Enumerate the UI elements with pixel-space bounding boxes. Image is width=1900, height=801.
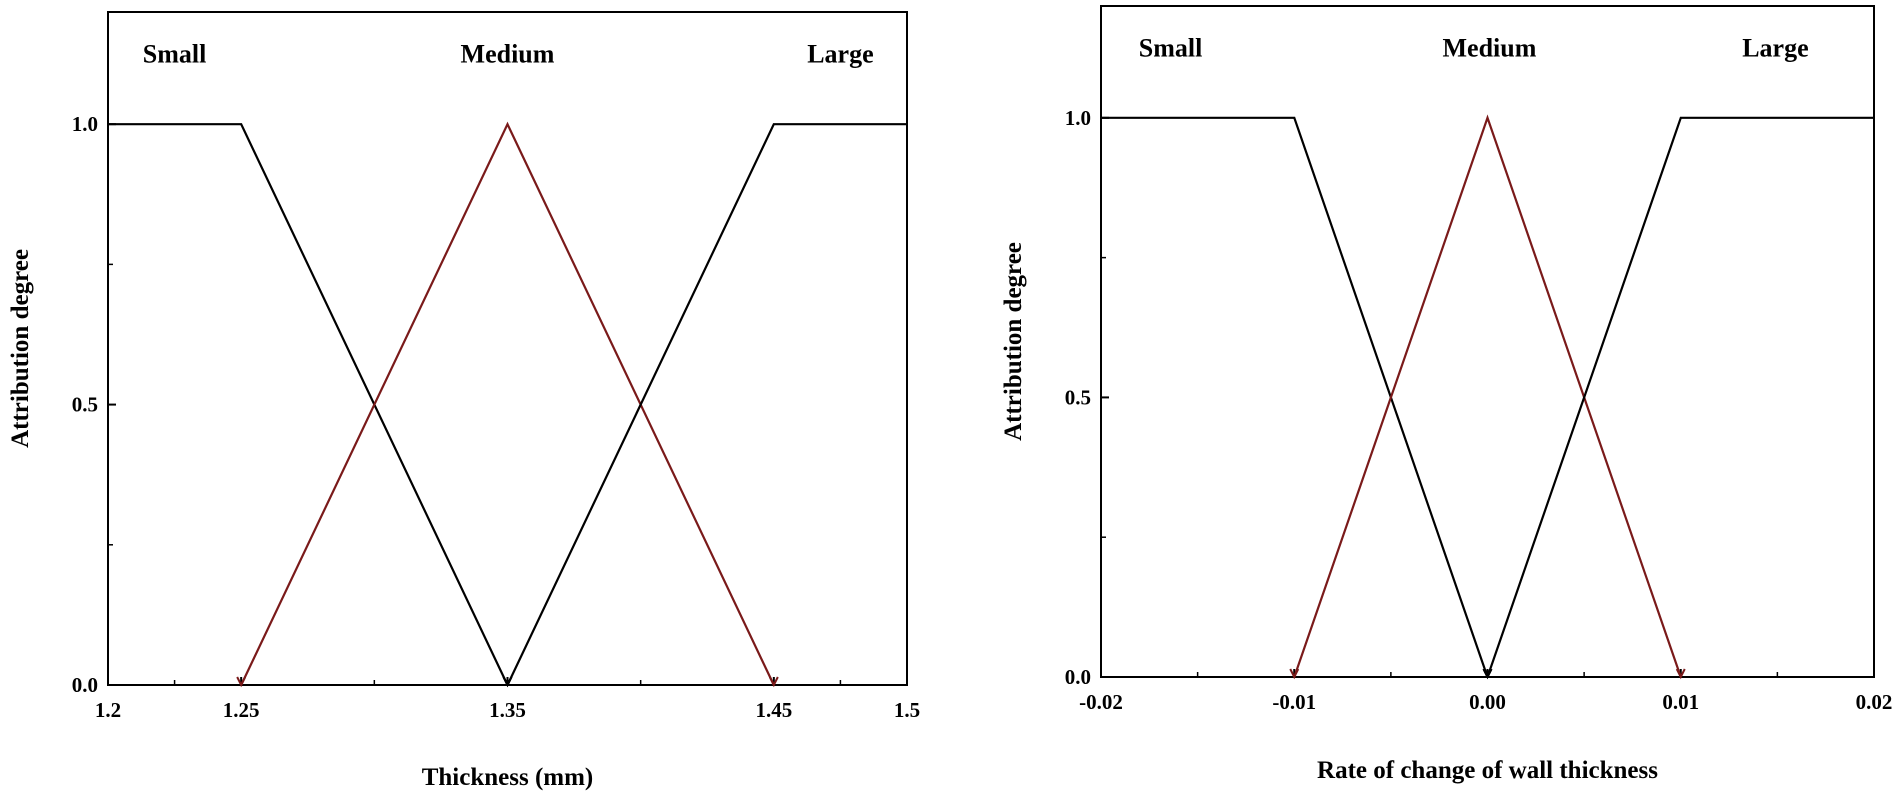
set-label-medium: Medium xyxy=(461,39,555,68)
series-large-line xyxy=(506,123,907,686)
x-tick-label: 0.00 xyxy=(1469,690,1506,714)
plot-frame xyxy=(1100,5,1875,678)
thickness-membership-chart: 1.2 1.25 1.35 1.45 1.5 0.0 0.5 1.0 Thickness (mm… xyxy=(7,11,920,791)
series-small-line xyxy=(108,123,509,686)
axis-contact-mark xyxy=(1675,668,1686,680)
y-axis-label: Attribution degree xyxy=(1000,242,1027,441)
series-small-line xyxy=(1101,116,1489,678)
axis-contact-mark xyxy=(236,676,247,688)
series-large-line xyxy=(1486,116,1874,678)
x-tick-label: -0.02 xyxy=(1079,690,1123,714)
set-label-large: Large xyxy=(807,39,873,68)
x-tick-label: 1.25 xyxy=(223,698,260,722)
y-tick-label: 0.0 xyxy=(72,673,98,697)
x-axis-label: Thickness (mm) xyxy=(422,764,594,791)
series-medium-line xyxy=(1293,114,1682,678)
y-tick-label: 1.0 xyxy=(72,112,98,136)
x-tick-label: 1.45 xyxy=(755,698,792,722)
x-tick-label: 1.5 xyxy=(894,698,920,722)
set-label-large: Large xyxy=(1742,33,1808,62)
set-label-small: Small xyxy=(143,39,207,68)
axis-contact-mark xyxy=(502,676,513,688)
x-axis-label: Rate of change of wall thickness xyxy=(1317,757,1658,784)
y-tick-label: 1.0 xyxy=(1065,106,1091,130)
wall-thickness-rate-membership-chart: -0.02 -0.01 0.00 0.01 0.02 0.0 0.5 1.0 Rate of c… xyxy=(1000,5,1893,784)
x-tick-label: 0.01 xyxy=(1662,690,1699,714)
x-tick-label: -0.01 xyxy=(1272,690,1316,714)
y-tick-label: 0.0 xyxy=(1065,665,1091,689)
y-tick-label: 0.5 xyxy=(1065,385,1091,409)
x-tick-label: 1.35 xyxy=(489,698,526,722)
x-tick-label: 0.02 xyxy=(1856,690,1893,714)
axis-contact-mark xyxy=(768,676,779,688)
y-axis-label: Attribution degree xyxy=(7,249,34,448)
plot-frame xyxy=(107,11,908,686)
y-tick-label: 0.5 xyxy=(72,393,98,417)
x-tick-label: 1.2 xyxy=(95,698,121,722)
set-label-small: Small xyxy=(1139,33,1203,62)
axis-contact-mark xyxy=(1289,668,1300,680)
set-label-medium: Medium xyxy=(1442,33,1536,62)
axis-contact-mark xyxy=(1482,668,1493,680)
series-medium-line xyxy=(240,121,775,686)
